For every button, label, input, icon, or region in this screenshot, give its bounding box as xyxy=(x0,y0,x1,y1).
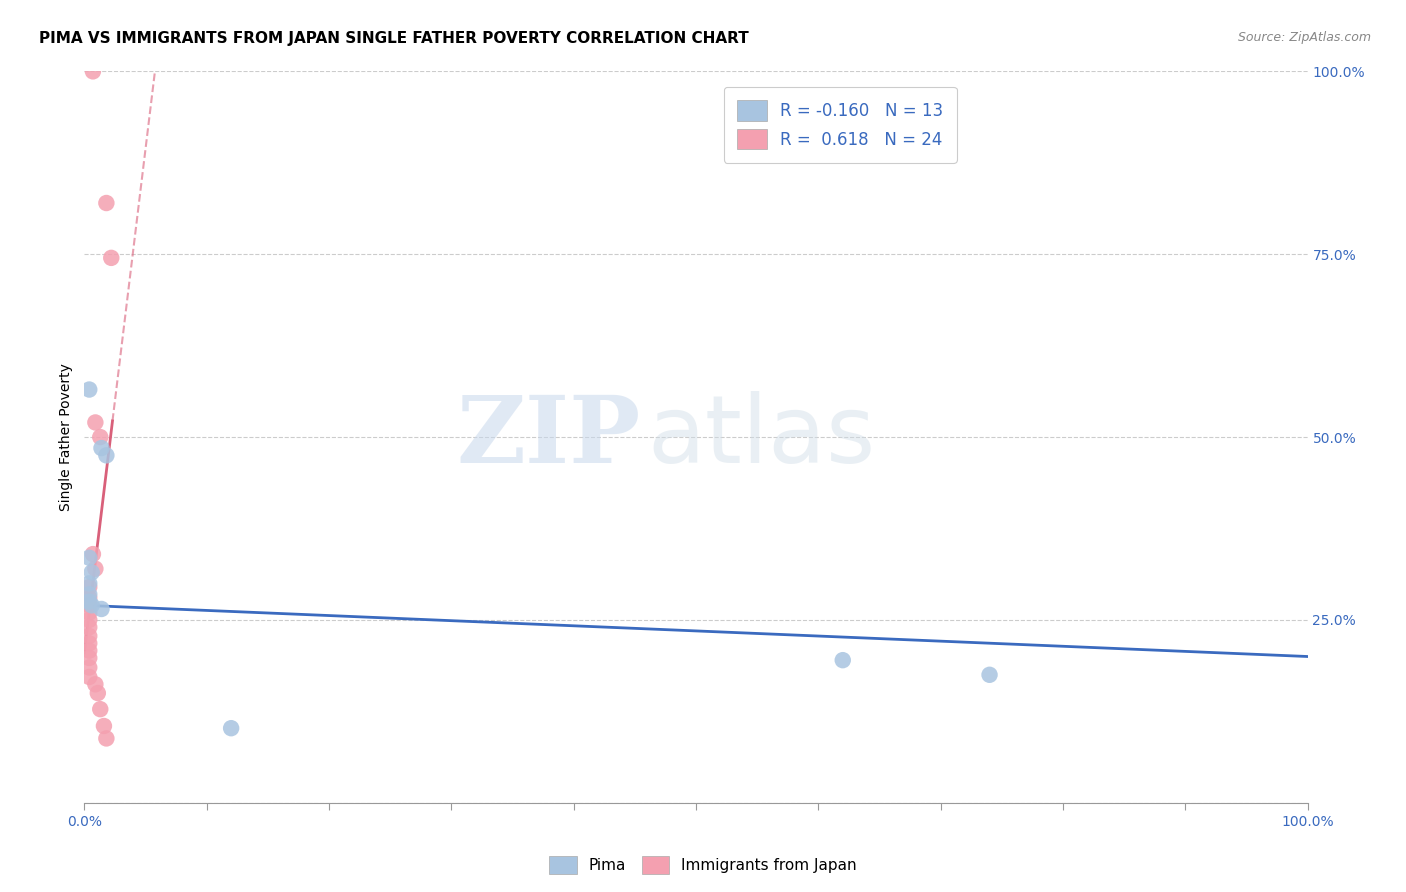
Point xyxy=(82,64,104,78)
Y-axis label: Single Father Poverty: Single Father Poverty xyxy=(59,363,73,511)
Point xyxy=(77,576,100,591)
Point xyxy=(96,196,118,211)
Text: PIMA VS IMMIGRANTS FROM JAPAN SINGLE FATHER POVERTY CORRELATION CHART: PIMA VS IMMIGRANTS FROM JAPAN SINGLE FAT… xyxy=(39,31,749,46)
Point xyxy=(89,430,111,444)
Point xyxy=(77,613,100,627)
Point xyxy=(93,719,115,733)
Point xyxy=(82,547,104,561)
Point xyxy=(77,629,100,643)
Point xyxy=(77,594,100,608)
Point xyxy=(77,550,100,565)
Point xyxy=(77,636,100,650)
Point xyxy=(979,667,1001,681)
Legend: R = -0.160   N = 13, R =  0.618   N = 24: R = -0.160 N = 13, R = 0.618 N = 24 xyxy=(724,87,956,162)
Point xyxy=(77,587,100,601)
Point xyxy=(84,562,107,576)
Point xyxy=(96,448,118,462)
Point xyxy=(77,660,100,674)
Text: atlas: atlas xyxy=(647,391,876,483)
Point xyxy=(90,441,112,455)
Point xyxy=(84,416,107,430)
Point xyxy=(77,599,100,613)
Point xyxy=(80,599,103,613)
Point xyxy=(100,251,122,265)
Point xyxy=(77,580,100,594)
Point xyxy=(80,566,103,580)
Point xyxy=(831,653,853,667)
Point xyxy=(77,591,100,605)
Point xyxy=(89,702,111,716)
Point xyxy=(77,643,100,657)
Point xyxy=(77,651,100,665)
Point xyxy=(84,677,107,691)
Point xyxy=(87,686,110,700)
Point xyxy=(219,721,242,735)
Point xyxy=(77,620,100,634)
Text: Source: ZipAtlas.com: Source: ZipAtlas.com xyxy=(1237,31,1371,45)
Point xyxy=(96,731,118,746)
Point xyxy=(77,383,100,397)
Point xyxy=(77,606,100,620)
Text: ZIP: ZIP xyxy=(457,392,641,482)
Point xyxy=(77,670,100,684)
Legend: Pima, Immigrants from Japan: Pima, Immigrants from Japan xyxy=(543,850,863,880)
Point xyxy=(90,602,112,616)
